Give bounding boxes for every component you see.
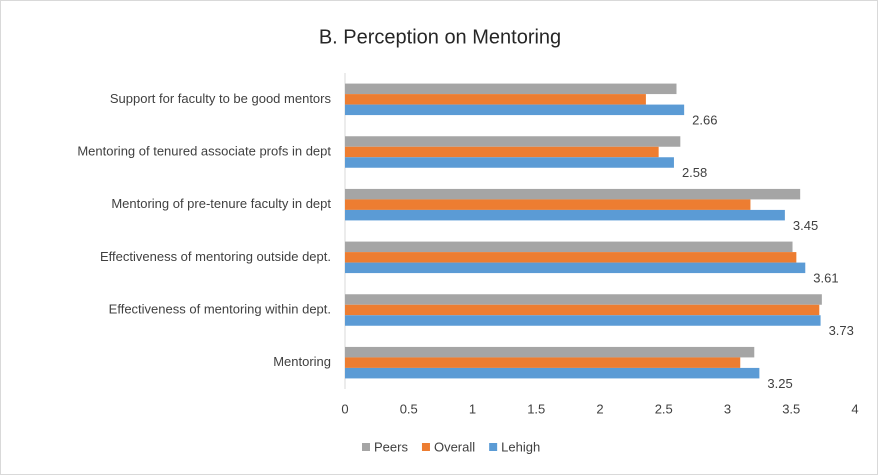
x-tick-label: 1 [469, 401, 476, 416]
data-label: 2.58 [682, 165, 707, 180]
y-tick-label: Mentoring of tenured associate profs in … [77, 143, 331, 158]
x-tick-label: 3 [724, 401, 731, 416]
data-label: 2.66 [692, 113, 717, 128]
legend-swatch [362, 443, 370, 451]
y-tick-label: Mentoring of pre-tenure faculty in dept [111, 196, 331, 211]
y-tick-label: Effectiveness of mentoring outside dept. [100, 249, 331, 264]
bar [345, 83, 677, 95]
bar [345, 357, 741, 368]
data-label: 3.45 [793, 218, 818, 233]
legend-label: Lehigh [501, 439, 540, 454]
bar [345, 315, 821, 326]
bar [345, 104, 685, 116]
bar [345, 294, 822, 305]
legend-swatch [489, 443, 498, 451]
x-tick-label: 4 [851, 401, 858, 416]
bar [345, 304, 820, 316]
data-label: 3.25 [767, 376, 792, 391]
bar [345, 209, 785, 221]
bar [345, 241, 793, 253]
bar [345, 367, 760, 379]
bar [345, 136, 681, 147]
bar [345, 199, 751, 210]
legend-label: Overall [434, 439, 475, 454]
x-tick-label: 0.5 [400, 401, 418, 416]
bar [345, 252, 797, 263]
y-tick-label: Effectiveness of mentoring within dept. [109, 301, 331, 316]
x-tick-label: 2.5 [655, 401, 673, 416]
bar [345, 157, 674, 168]
bar [345, 94, 646, 105]
data-label: 3.61 [813, 271, 838, 286]
bar [345, 262, 806, 274]
bar [345, 346, 755, 358]
chart-title: B. Perception on Mentoring [319, 26, 561, 48]
data-label: 3.73 [829, 323, 854, 338]
y-tick-label: Support for faculty to be good mentors [110, 91, 332, 106]
y-tick-label: Mentoring [273, 354, 331, 369]
legend-swatch [421, 443, 430, 451]
legend-label: Peers [374, 439, 408, 454]
x-tick-label: 0 [341, 401, 348, 416]
x-tick-label: 3.5 [782, 401, 800, 416]
x-tick-label: 1.5 [527, 401, 545, 416]
bar [345, 188, 801, 200]
bar [345, 146, 659, 158]
x-tick-label: 2 [596, 401, 603, 416]
